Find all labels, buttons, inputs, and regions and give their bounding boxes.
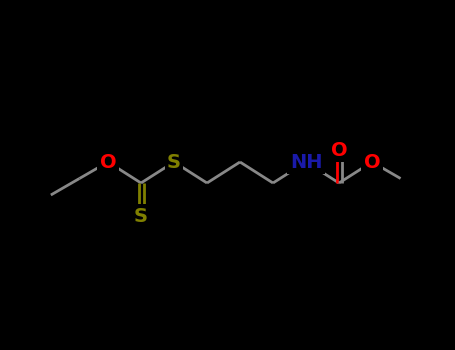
Text: NH: NH <box>290 153 322 172</box>
Text: O: O <box>364 153 380 172</box>
Text: S: S <box>167 153 181 172</box>
Text: O: O <box>100 153 116 172</box>
Text: S: S <box>134 206 148 225</box>
Text: O: O <box>331 140 347 160</box>
